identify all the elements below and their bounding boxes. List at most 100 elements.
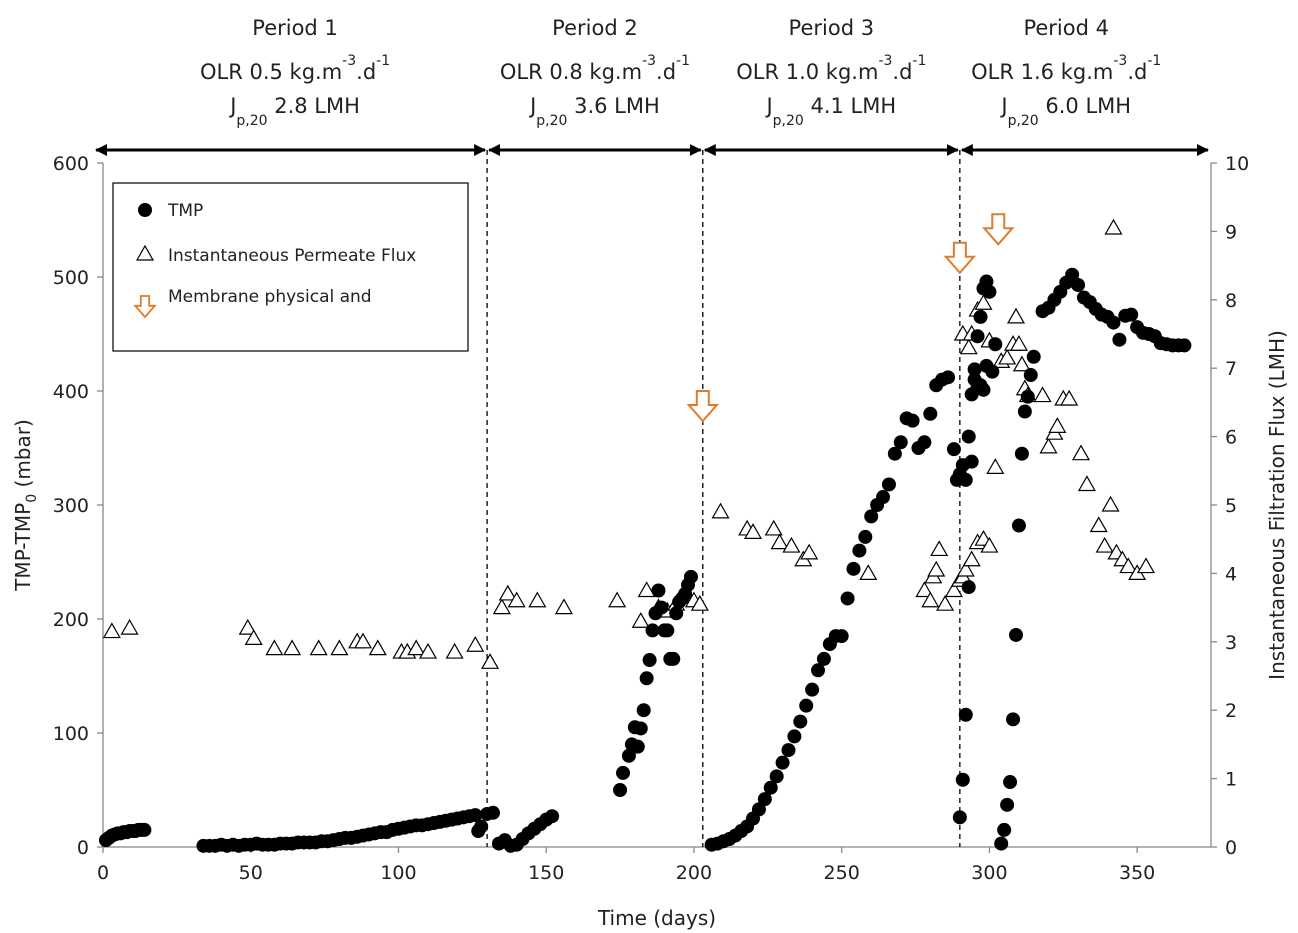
period-olr-exp2: -1: [912, 53, 926, 69]
period-olr-text: OLR 1.0 kg.m: [736, 60, 878, 84]
flux-point: [1033, 386, 1052, 403]
tmp-point: [486, 805, 501, 820]
tmp-point: [613, 783, 628, 797]
period-olr-mid: .d: [892, 60, 912, 84]
period-olr-exp2: -1: [1147, 53, 1161, 69]
flux-point: [466, 636, 485, 652]
tmp-point: [775, 755, 790, 770]
flux-point: [637, 581, 656, 598]
tmp-point: [1065, 267, 1080, 282]
tmp-point: [1112, 332, 1127, 347]
period-flux-sub: p,20: [536, 113, 567, 129]
cleaning-arrow-icon: [982, 213, 1015, 246]
tmp-point: [787, 729, 802, 744]
y2-tick-label: 5: [1225, 495, 1237, 517]
y-axis-title-unit: (mbar): [11, 419, 35, 494]
flux-point: [492, 598, 511, 615]
legend-arrow-icon: [133, 295, 157, 319]
flux-point: [743, 523, 763, 539]
tmp-point: [654, 600, 669, 615]
period-flux-symbol: J: [528, 94, 536, 118]
tmp-point: [976, 382, 991, 397]
legend-tmp-icon: [138, 203, 152, 217]
axes-layer: 0 50 100 150 200 250 300 3500100200300400500600…: [11, 153, 1289, 930]
tmp-point: [961, 429, 976, 444]
y-tick-label: 500: [53, 267, 89, 289]
period-flux: Jp,20 3.6 LMH: [528, 94, 660, 129]
flux-point: [1136, 557, 1156, 574]
flux-point: [944, 581, 963, 598]
period-flux-value: 4.1 LMH: [804, 94, 896, 118]
flux-point: [120, 618, 139, 635]
flux-point: [102, 622, 121, 639]
tmp-point: [1071, 277, 1086, 292]
y-axis-title: TMP-TMP0 (mbar): [11, 419, 40, 592]
period-flux-value: 2.8 LMH: [268, 94, 360, 118]
flux-point: [407, 639, 426, 656]
flux-point: [1095, 536, 1114, 553]
tmp-point: [1177, 338, 1192, 353]
flux-point: [418, 642, 438, 659]
legend: TMP Instantaneous Permeate Flux Membrane p…: [112, 182, 469, 352]
y2-tick-label: 9: [1225, 221, 1237, 243]
tmp-point: [905, 413, 920, 428]
period-name: Period 3: [789, 16, 875, 40]
period-flux-symbol: J: [228, 94, 236, 118]
period-olr: OLR 0.5 kg.m-3.d-1: [200, 53, 390, 84]
flux-point: [507, 591, 526, 608]
legend-arrow-label: Membrane physical and: [168, 287, 372, 307]
y-tick-label: 200: [53, 609, 89, 631]
flux-point: [309, 639, 328, 656]
tmp-point: [864, 509, 879, 524]
period-name: Period 4: [1023, 16, 1109, 40]
tmp-point: [474, 819, 489, 834]
tmp-point: [757, 792, 772, 807]
tmp-point: [958, 707, 973, 722]
flux-point: [498, 584, 517, 601]
period-olr-exp2: -1: [676, 53, 690, 69]
tmp-point: [636, 703, 651, 718]
x-tick-label: 0: [97, 862, 109, 884]
tmp-point: [642, 653, 657, 668]
flux-point: [238, 618, 257, 635]
flux-point: [283, 639, 302, 656]
flux-point: [1048, 417, 1067, 433]
tmp-point: [893, 435, 908, 450]
tmp-point: [545, 809, 560, 824]
cleaning-arrows: [686, 213, 1015, 423]
cleaning-arrow-icon: [943, 241, 977, 275]
x-tick-label: 350: [1119, 862, 1155, 884]
tmp-point: [997, 822, 1012, 837]
tmp-point: [1023, 368, 1038, 383]
tmp-point: [955, 772, 970, 787]
y-axis-title-sub: 0: [24, 494, 40, 503]
flux-point: [764, 519, 783, 536]
tmp-point: [988, 337, 1003, 352]
y-axis-title-main: TMP-TMP: [11, 503, 35, 592]
tmp-point: [621, 748, 636, 763]
x-tick-label: 150: [528, 862, 564, 884]
x-tick-label: 200: [676, 862, 712, 884]
tmp-point: [1011, 518, 1026, 533]
y2-axis-title: Instantaneous Filtration Flux (LMH): [1265, 330, 1289, 680]
y2-tick-label: 8: [1225, 290, 1237, 312]
period-olr-text: OLR 1.6 kg.m: [971, 60, 1113, 84]
flux-point: [608, 591, 627, 608]
tmp-point: [946, 442, 961, 457]
tmp-point: [769, 769, 784, 784]
tmp-point: [1020, 389, 1035, 404]
flux-point: [554, 598, 573, 615]
flux-point: [782, 536, 801, 553]
y2-tick-label: 10: [1225, 153, 1249, 175]
period-flux-symbol: J: [999, 94, 1007, 118]
period-name: Period 2: [552, 16, 638, 40]
period-olr-exp1: -3: [342, 53, 356, 69]
flux-point: [631, 612, 650, 628]
y2-tick-label: 4: [1225, 563, 1237, 585]
tmp-point: [781, 743, 796, 758]
tmp-point: [1000, 797, 1015, 812]
flux-point: [1009, 335, 1028, 351]
legend-tmp-label: TMP: [167, 201, 203, 221]
legend-flux-label: Instantaneous Permeate Flux: [168, 246, 416, 266]
